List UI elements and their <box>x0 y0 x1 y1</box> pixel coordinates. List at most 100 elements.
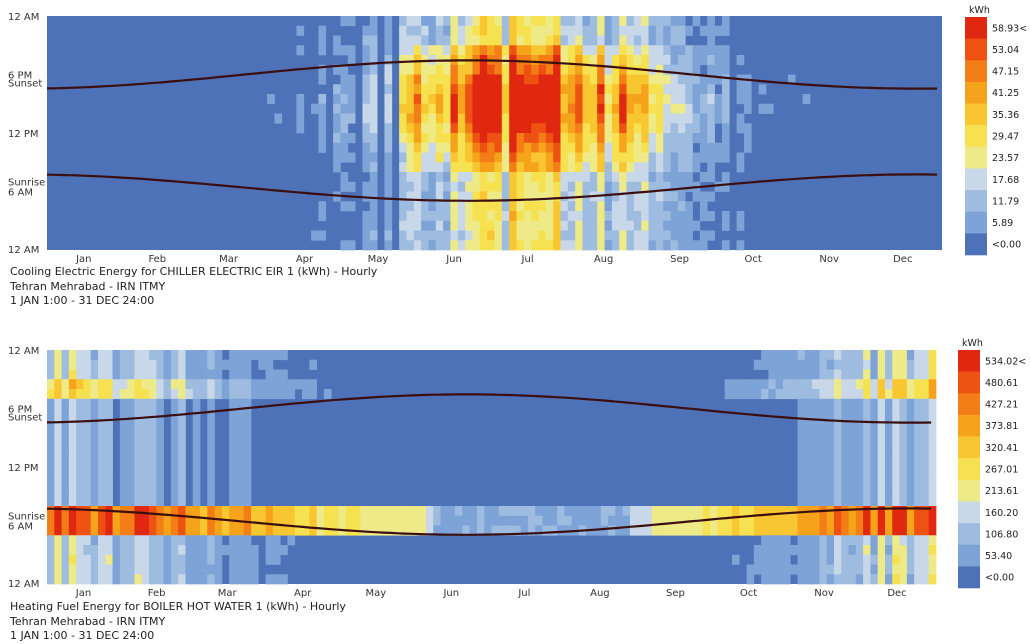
heatmap-cell <box>782 350 791 361</box>
heatmap-cell <box>214 525 223 536</box>
heatmap-cell <box>802 94 811 105</box>
heatmap-cell <box>331 515 339 526</box>
heatmap-cell <box>214 379 223 390</box>
heatmap-cell <box>833 389 842 400</box>
heatmap-cell <box>833 379 842 390</box>
heatmap-cell <box>272 554 281 565</box>
heatmap-cell <box>494 94 503 105</box>
heatmap-cell <box>105 476 113 487</box>
heatmap-cell <box>597 25 605 36</box>
heatmap-cell <box>648 240 657 251</box>
heatmap-cell <box>597 64 605 75</box>
heatmap-cell <box>487 191 495 202</box>
heatmap-cell <box>76 564 84 575</box>
heatmap-cell <box>699 133 708 144</box>
heatmap-cell <box>663 240 671 251</box>
heatmap-cell <box>465 152 473 163</box>
heatmap-cell <box>316 515 325 526</box>
heatmap-cell <box>542 525 551 536</box>
heatmap-cell <box>604 191 613 202</box>
heatmap-cell <box>76 476 84 487</box>
heatmap-cell <box>677 113 686 124</box>
heatmap-cell <box>928 574 937 585</box>
heatmap-cell <box>870 389 879 400</box>
heatmap-cell <box>692 133 701 144</box>
heatmap-cell <box>479 74 488 85</box>
heatmap-cell <box>457 16 466 27</box>
heatmap-cell <box>450 113 459 124</box>
heatmap-cell <box>105 428 113 439</box>
heatmap-cell <box>538 240 547 251</box>
heatmap-cell <box>494 230 503 241</box>
heatmap-cell <box>163 525 172 536</box>
heatmap-cell <box>516 181 525 192</box>
heatmap-cell <box>280 369 288 380</box>
heatmap-cell <box>692 162 701 173</box>
heatmap-cell <box>870 476 879 487</box>
heatmap-cell <box>928 545 937 556</box>
heatmap-cell <box>538 230 547 241</box>
heatmap-cell <box>384 94 393 105</box>
heatmap-cell <box>877 408 886 419</box>
heatmap-cell <box>721 142 730 153</box>
heatmap-cell <box>374 525 383 536</box>
heatmap-cell <box>421 103 429 114</box>
heatmap-cell <box>841 437 849 448</box>
heatmap-cell <box>472 201 481 212</box>
heatmap-cell <box>768 554 777 565</box>
heatmap-cell <box>236 525 245 536</box>
heatmap-cell <box>870 457 879 468</box>
heatmap-cell <box>928 369 937 380</box>
heatmap-cell <box>663 123 671 134</box>
heatmap-cell <box>443 230 451 241</box>
heatmap-cell <box>626 74 635 85</box>
heatmap-cell <box>797 535 806 546</box>
heatmap-cell <box>265 359 274 370</box>
heatmap-cell <box>870 515 879 526</box>
heatmap-cell <box>567 152 576 163</box>
heatmap-cell <box>112 369 121 380</box>
heatmap-cell <box>651 506 660 517</box>
heatmap-cell <box>641 240 649 251</box>
heatmap-cell <box>251 389 259 400</box>
heatmap-cell <box>513 506 521 517</box>
heatmap-cell <box>134 447 143 458</box>
heatmap-cell <box>655 113 664 124</box>
heatmap-cell <box>149 476 157 487</box>
heatmap-cell <box>501 94 510 105</box>
heatmap-cell <box>863 369 871 380</box>
heatmap-cell <box>509 35 517 46</box>
heatmap-cell <box>149 554 157 565</box>
heatmap-cell <box>589 123 598 134</box>
heatmap-cell <box>575 230 583 241</box>
heatmap-cell <box>47 554 55 565</box>
heatmap-cell <box>229 506 237 517</box>
heatmap-cell <box>272 574 281 585</box>
heatmap-cell <box>141 496 150 507</box>
heatmap-cell <box>178 418 186 429</box>
heatmap-cell <box>112 525 121 536</box>
heatmap-cell <box>531 123 539 134</box>
heatmap-cell <box>98 359 106 370</box>
heatmap-cell <box>76 554 84 565</box>
heatmap-cell <box>450 191 459 202</box>
heatmap-cell <box>229 564 237 575</box>
heatmap-cell <box>848 418 857 429</box>
heatmap-cell <box>369 172 378 183</box>
heatmap-cell <box>848 359 857 370</box>
heatmap-cell <box>494 152 503 163</box>
heatmap-cell <box>149 564 157 575</box>
heatmap-cell <box>848 545 857 556</box>
heatmap-cell <box>516 201 525 212</box>
heatmap-cell <box>192 525 201 536</box>
legend-label: 106.80 <box>985 529 1018 540</box>
heatmap-cell <box>841 554 849 565</box>
heatmap-cell <box>863 389 871 400</box>
heatmap-cell <box>112 545 121 556</box>
heatmap-cell <box>258 525 266 536</box>
heatmap-cell <box>443 142 451 153</box>
heatmap-cell <box>575 162 583 173</box>
heatmap-cell <box>465 35 473 46</box>
heatmap-cell <box>677 133 686 144</box>
heatmap-cell <box>318 201 327 212</box>
